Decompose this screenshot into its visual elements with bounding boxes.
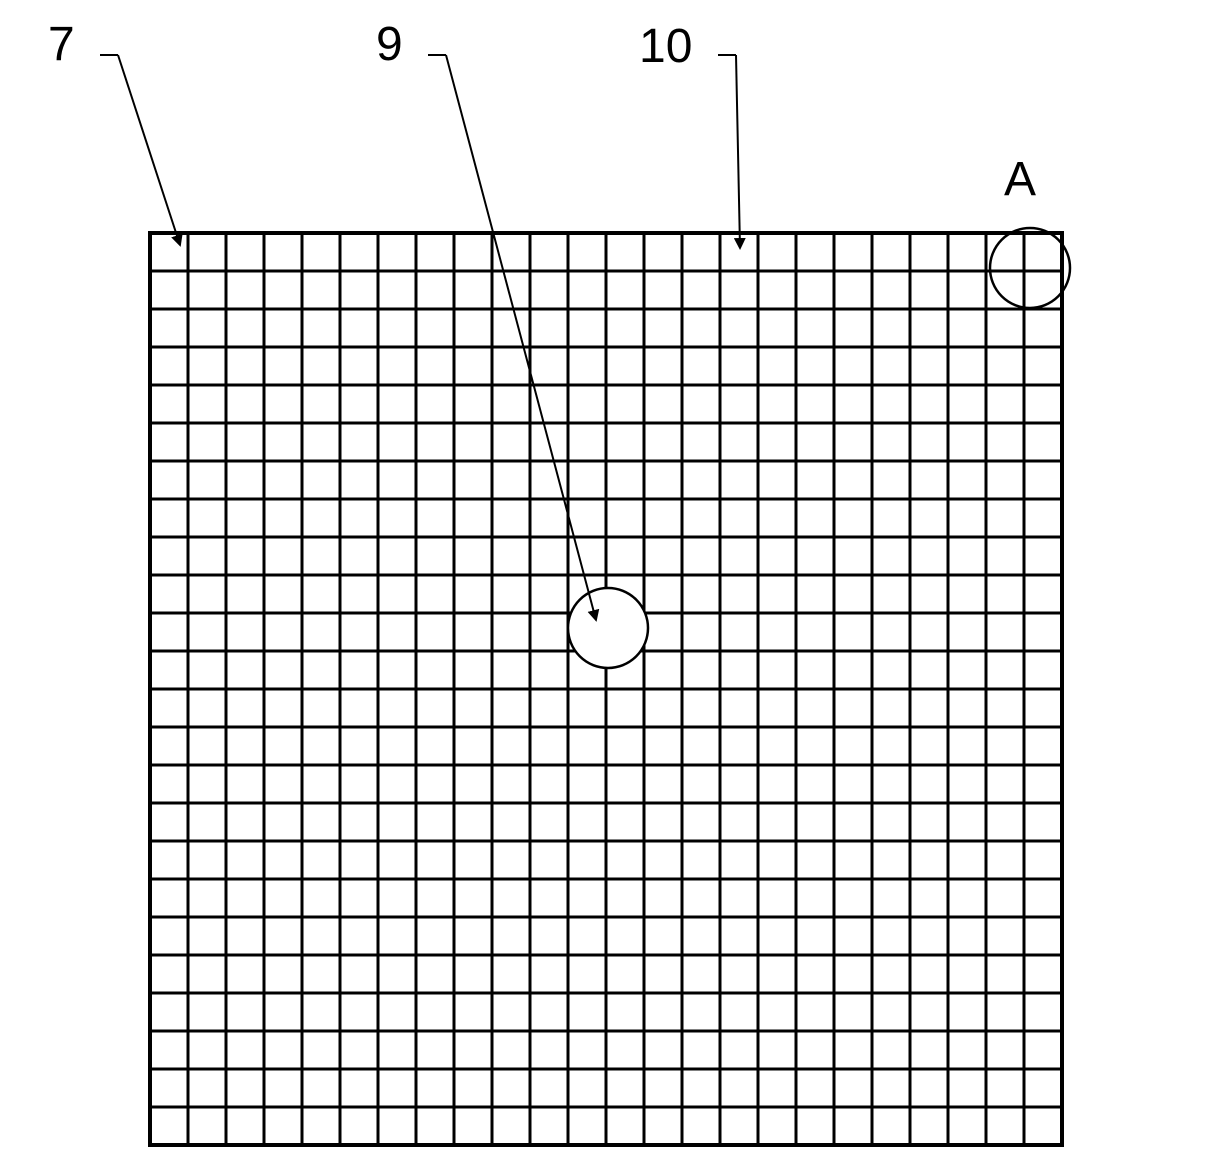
detail-a-label: A xyxy=(1004,153,1036,206)
diagram-container: 7 9 10 A xyxy=(20,20,1206,1155)
grid xyxy=(150,233,1062,1145)
diagram-svg: 7 9 10 A xyxy=(20,20,1206,1155)
callout-9-label: 9 xyxy=(376,20,403,71)
callout-9-leader-arrow xyxy=(446,55,596,620)
detail-circle-a xyxy=(990,228,1070,308)
callout-7-leader-arrow xyxy=(118,55,180,245)
center-circle xyxy=(568,588,648,668)
callout-7-label: 7 xyxy=(48,20,75,71)
callout-10-leader-arrow xyxy=(736,55,740,248)
callout-10-label: 10 xyxy=(639,20,692,73)
